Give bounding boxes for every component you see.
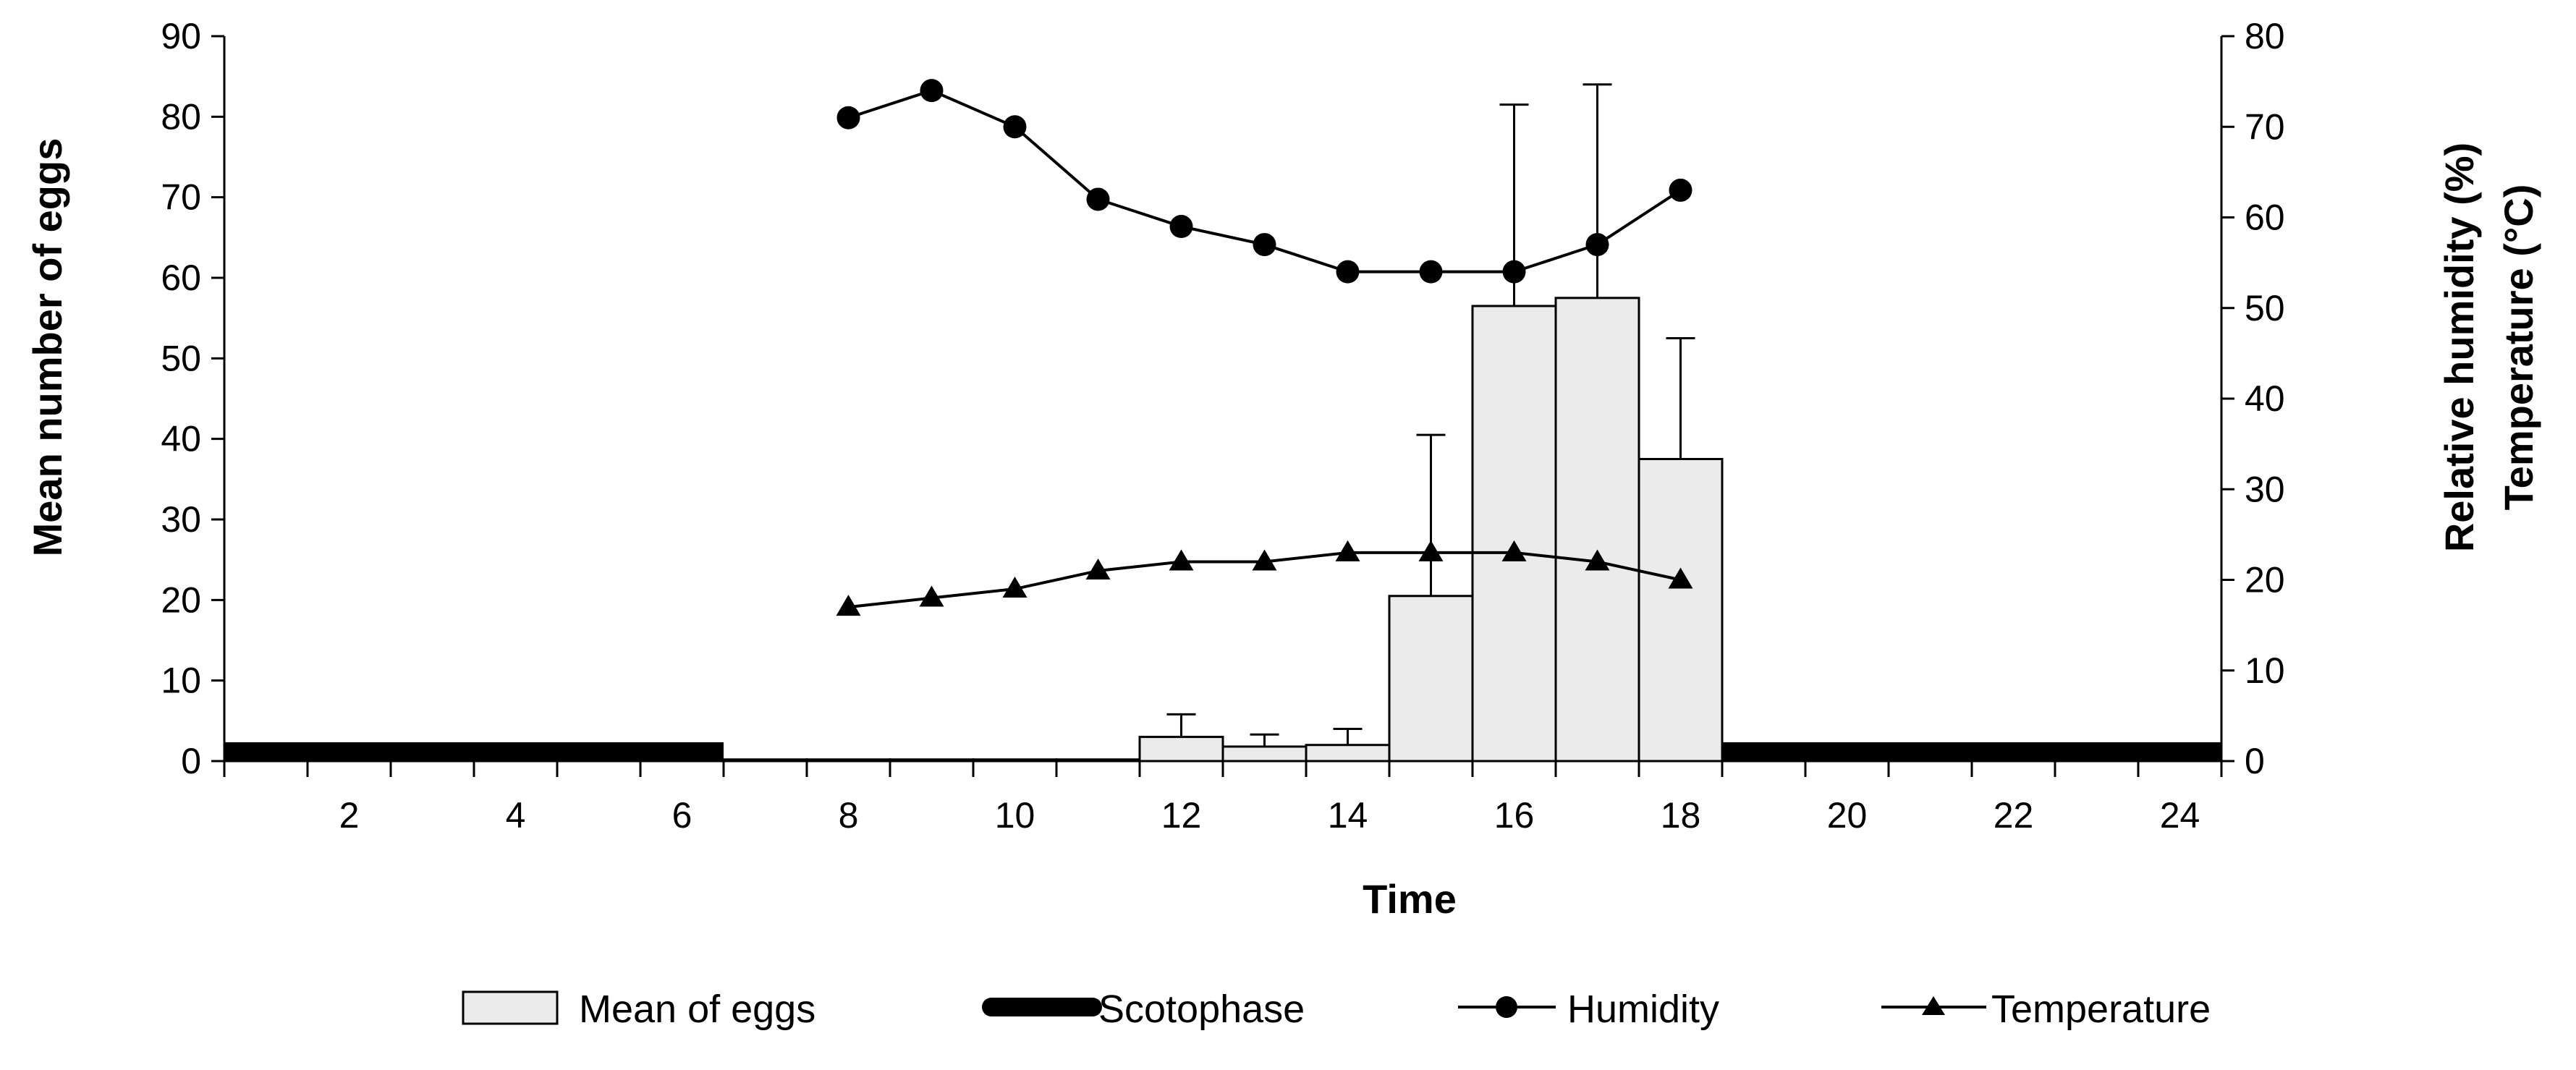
y-right-tick-label-30: 30: [2245, 469, 2285, 509]
egg-bar-18: [1637, 458, 1724, 763]
legend-label-temperature: Temperature: [1991, 988, 2211, 1031]
legend-item-humidity: Humidity: [1458, 988, 1719, 1031]
y-right-tick-label-50: 50: [2245, 288, 2285, 328]
x-tick-label-2: 2: [339, 795, 360, 836]
x-axis-title: Time: [1363, 876, 1457, 922]
x-tick-label-6: 6: [672, 795, 692, 836]
humidity-point-9: [920, 79, 944, 103]
y-left-tick-label-10: 10: [161, 661, 201, 701]
temperature-point-16: [1501, 540, 1527, 561]
lines-layer: [836, 79, 1693, 616]
y-axis-title-right-temperature: Temperature (°C): [2496, 184, 2541, 511]
humidity-point-10: [1003, 115, 1027, 139]
legend: Mean of eggs Scotophase Humidity Tempera…: [462, 988, 2211, 1031]
legend-marker-temperature: [1922, 996, 1945, 1015]
y-right-tick-label-60: 60: [2245, 198, 2285, 238]
humidity-point-13: [1253, 233, 1276, 257]
temperature-point-9: [919, 585, 944, 607]
egg-bar-15: [1388, 595, 1474, 763]
humidity-point-14: [1336, 260, 1360, 284]
axes-layer: [211, 35, 2234, 777]
legend-swatch-eggs: [462, 990, 559, 1025]
temperature-point-18: [1668, 567, 1693, 589]
y-left-tick-label-80: 80: [161, 96, 201, 137]
x-tick-label-4: 4: [506, 795, 526, 836]
legend-label-scotophase: Scotophase: [1098, 988, 1305, 1031]
temperature-point-15: [1418, 540, 1444, 561]
humidity-point-17: [1585, 233, 1609, 257]
humidity-point-11: [1086, 187, 1110, 211]
scotophase-layer: [224, 742, 2221, 761]
legend-marker-humidity: [1496, 996, 1517, 1018]
x-tick-label-12: 12: [1161, 795, 1202, 836]
temperature-point-11: [1085, 558, 1111, 579]
temperature-point-12: [1169, 549, 1194, 571]
temperature-point-8: [836, 595, 861, 616]
x-tick-label-18: 18: [1661, 795, 1701, 836]
egg-bar-12: [1138, 736, 1224, 763]
temperature-point-13: [1252, 549, 1277, 571]
humidity-point-18: [1669, 178, 1692, 202]
y-left-tick-label-90: 90: [161, 16, 201, 56]
humidity-point-8: [836, 106, 860, 129]
scotophase-band-2: [1722, 742, 2221, 761]
egg-bar-14: [1305, 744, 1391, 763]
temperature-point-10: [1002, 577, 1028, 598]
egg-bar-16: [1471, 305, 1557, 763]
x-tick-label-14: 14: [1328, 795, 1368, 836]
y-left-tick-label-0: 0: [181, 741, 201, 781]
y-left-tick-label-40: 40: [161, 419, 201, 459]
temperature-point-17: [1585, 549, 1610, 571]
y-left-tick-label-20: 20: [161, 579, 201, 620]
x-tick-label-20: 20: [1827, 795, 1868, 836]
x-tick-label-8: 8: [839, 795, 859, 836]
scotophase-band-1: [224, 742, 724, 761]
y-right-tick-label-10: 10: [2245, 650, 2285, 691]
humidity-point-16: [1502, 260, 1526, 284]
temperature-point-14: [1335, 540, 1360, 561]
x-tick-label-24: 24: [2160, 795, 2200, 836]
x-tick-label-10: 10: [995, 795, 1035, 836]
y-left-tick-label-70: 70: [161, 177, 201, 218]
bars-layer: [722, 297, 1724, 763]
y-left-tick-label-50: 50: [161, 338, 201, 378]
y-axis-title-left: Mean number of eggs: [25, 138, 70, 557]
x-tick-label-16: 16: [1494, 795, 1535, 836]
legend-label-eggs: Mean of eggs: [579, 988, 815, 1031]
legend-item-temperature: Temperature: [1881, 988, 2211, 1031]
y-right-tick-label-80: 80: [2245, 16, 2285, 56]
y-axis-title-right-humidity: Relative humidity (%): [2436, 143, 2482, 552]
y-right-tick-label-20: 20: [2245, 560, 2285, 600]
egg-bar-17: [1554, 297, 1640, 763]
egg-bar-13: [1221, 745, 1308, 763]
y-left-tick-label-60: 60: [161, 258, 201, 298]
y-right-tick-label-70: 70: [2245, 106, 2285, 147]
legend-item-eggs: Mean of eggs: [462, 988, 815, 1031]
humidity-point-15: [1419, 260, 1443, 284]
legend-item-scotophase: Scotophase: [982, 988, 1305, 1031]
y-right-tick-label-40: 40: [2245, 378, 2285, 419]
x-tick-label-22: 22: [1994, 795, 2034, 836]
humidity-point-12: [1169, 215, 1193, 239]
legend-label-humidity: Humidity: [1567, 988, 1719, 1031]
y-right-tick-label-0: 0: [2245, 741, 2265, 781]
y-left-tick-label-30: 30: [161, 499, 201, 540]
